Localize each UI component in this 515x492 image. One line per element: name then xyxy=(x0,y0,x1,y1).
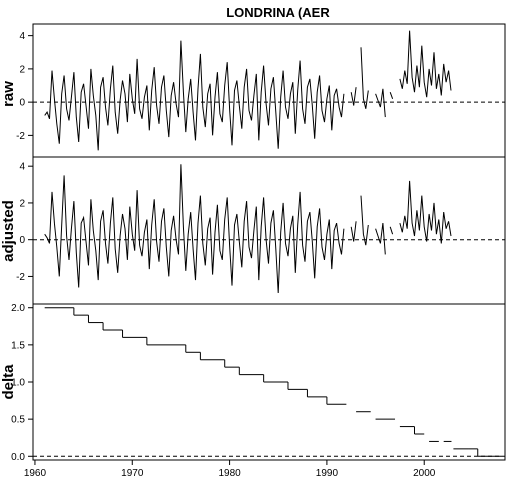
ylabel-adjusted: adjusted xyxy=(0,200,17,262)
y-tick-label-raw: 2 xyxy=(19,64,25,75)
series-line-adjusted xyxy=(389,226,394,235)
y-tick-label-raw: 4 xyxy=(19,31,25,42)
series-line-adjusted xyxy=(360,195,369,246)
panel-raw: raw -2 0 2 4 xyxy=(0,23,506,158)
series-line-raw xyxy=(389,92,394,99)
y-tick-label-adjusted: 0 xyxy=(19,235,25,246)
y-tick-label-adjusted: 4 xyxy=(19,162,25,173)
x-tick-label: 1970 xyxy=(121,468,144,479)
series-line-adjusted xyxy=(375,223,386,255)
x-tick-label: 1990 xyxy=(316,468,339,479)
ylabel-delta: delta xyxy=(0,364,17,400)
x-tick-label: 1980 xyxy=(218,468,241,479)
series-line-raw xyxy=(350,87,357,106)
series-line-raw xyxy=(44,40,345,151)
series-line-adjusted xyxy=(399,180,452,244)
y-tick-label-adjusted: -2 xyxy=(16,272,25,283)
x-tick-label: 1960 xyxy=(24,468,47,479)
panel-delta: delta 0.0 0.5 1.0 1.5 2.0 xyxy=(0,303,506,463)
y-tick-label-delta: 1.5 xyxy=(11,340,25,351)
x-tick-label: 2000 xyxy=(413,468,436,479)
chart-title: LONDRINA (AER xyxy=(226,5,330,20)
y-tick-label-delta: 1.0 xyxy=(11,378,25,389)
series-line-raw xyxy=(399,30,452,98)
y-tick-label-adjusted: 2 xyxy=(19,198,25,209)
x-axis: 1960 1970 1980 1990 2000 xyxy=(24,460,436,479)
ylabel-raw: raw xyxy=(0,81,17,107)
y-tick-label-raw: 0 xyxy=(19,98,25,109)
series-line-adjusted xyxy=(350,221,357,242)
y-tick-label-delta: 0.0 xyxy=(11,452,25,463)
y-tick-label-delta: 2.0 xyxy=(11,303,25,314)
series-line-raw xyxy=(375,88,386,118)
series-line-raw xyxy=(360,47,369,109)
panel-adjusted: adjusted -2 0 2 4 xyxy=(0,156,506,305)
y-tick-label-raw: -2 xyxy=(16,131,25,142)
y-tick-label-delta: 0.5 xyxy=(11,415,25,426)
series-line-adjusted xyxy=(44,164,345,294)
